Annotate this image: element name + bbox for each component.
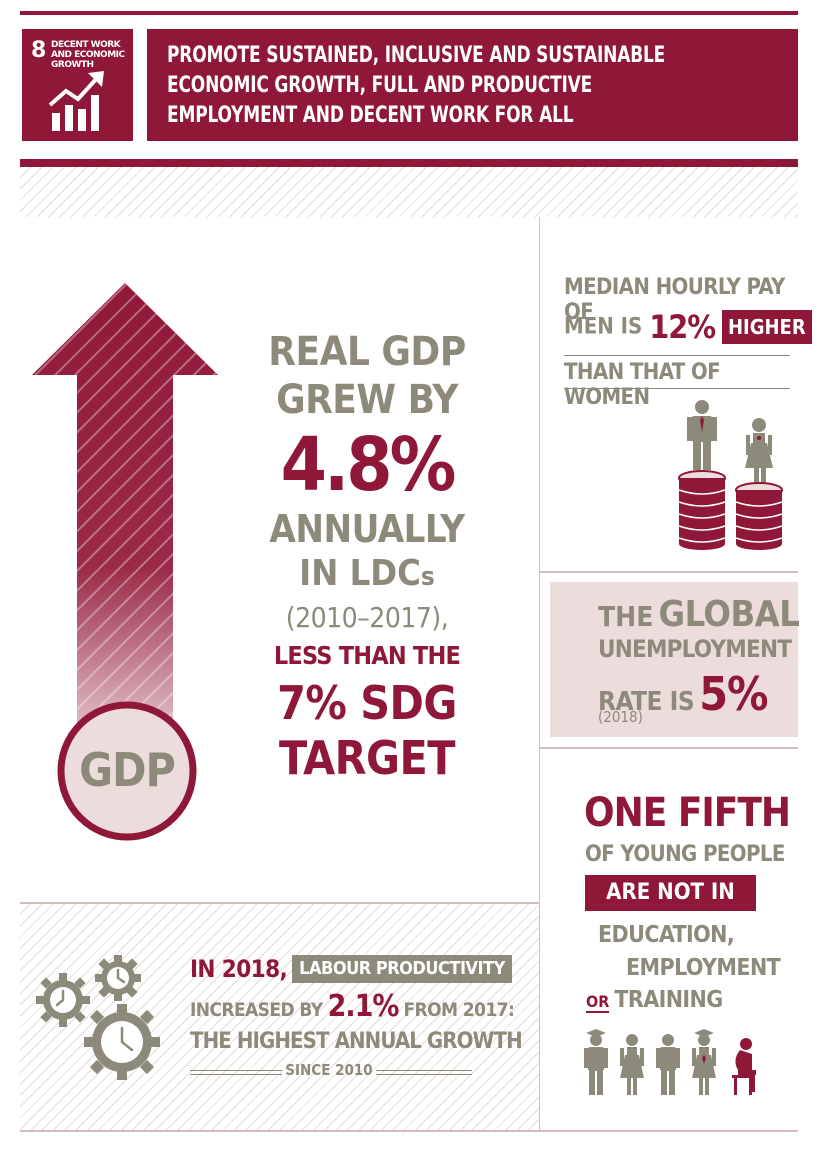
prod-line2-suffix: FROM 2017: [403,999,515,1021]
gdp-line4: IN LDCs [262,552,472,599]
unemp-line1: THE GLOBAL [598,594,800,635]
pay-line2-prefix: MEN IS [564,314,643,340]
pay-line3-text: THAN THAT OF WOMEN [564,360,721,410]
unemployment-box: THE GLOBAL UNEMPLOYMENT RATE IS 5% (2018… [550,582,800,737]
youth-line3: EDUCATION, [598,922,735,948]
goal-label: DECENT WORK AND ECONOMIC GROWTH [51,40,125,70]
goal-statement-box: PROMOTE SUSTAINED, INCLUSIVE AND SUSTAIN… [147,29,798,141]
men-women-coin-stacks-icon [678,400,783,550]
unemp-year: (2018) [598,708,643,726]
prod-line3: THE HIGHEST ANNUAL GROWTH [190,1029,523,1054]
pay-underline-2 [564,388,790,389]
gears-clocks-icon [36,955,160,1080]
pay-line2: MEN IS 12% HIGHER [564,308,812,346]
divider [539,571,798,573]
youth-or: OR [586,992,610,1013]
youth-line4: EMPLOYMENT [626,955,781,981]
top-rule [20,11,798,15]
growth-chart-arrow-icon [48,71,104,131]
sdg-goal-badge: 8 DECENT WORK AND ECONOMIC GROWTH [22,29,133,141]
gdp-line3: ANNUALLY [269,507,465,551]
youth-block: ONE FIFTH OF YOUNG PEOPLE ARE NOT IN EDU… [548,790,798,1013]
gdp-line6: 7% SDG [277,676,457,730]
divider [20,1130,798,1132]
pay-value: 12% [649,308,716,346]
goal-statement: PROMOTE SUSTAINED, INCLUSIVE AND SUSTAIN… [167,43,666,128]
youth-line2: OF YOUNG PEOPLE [585,842,785,867]
youth-badge: ARE NOT IN [585,875,756,911]
gdp-line4-main: IN LDC [299,553,421,594]
pay-line1-text: MEDIAN HOURLY PAY OF [564,275,785,325]
gdp-line4-suffix: s [420,562,435,592]
unemp-global: GLOBAL [658,594,800,635]
unemp-value: 5% [699,667,768,721]
divider [539,747,798,749]
productivity-block: IN 2018, LABOUR PRODUCTIVITY INCREASED B… [190,955,530,1095]
youth-line5: OR TRAINING [586,987,723,1013]
young-people-row-icon [584,1029,756,1095]
gdp-line5: LESS THAN THE [273,641,461,670]
gdp-value: 4.8% [280,422,457,508]
prod-value: 2.1% [327,989,400,1024]
prod-badge: LABOUR PRODUCTIVITY [292,955,512,983]
divider [20,902,539,904]
unemp-line3: RATE IS 5% [598,667,769,721]
gdp-arrow-graphic [32,283,218,841]
prod-line2-prefix: INCREASED BY [190,999,323,1021]
unemp-line2: UNEMPLOYMENT [598,635,792,663]
gdp-period: (2010–2017), [285,601,449,634]
pay-line3: THAN THAT OF WOMEN [564,360,798,410]
prod-prefix: IN 2018, [190,955,288,983]
pay-line1: MEDIAN HOURLY PAY OF [564,275,798,325]
prod-line4-rule-right [376,1070,472,1075]
gdp-line7: TARGET [278,731,456,785]
gdp-line1: REAL GDP [268,329,466,375]
prod-line2: INCREASED BY 2.1% FROM 2017: [190,989,515,1024]
youth-headline: ONE FIFTH [584,790,791,836]
divider [539,217,540,1132]
unemp-the: THE [598,600,654,633]
hatch-band [20,167,798,217]
youth-line5-text: TRAINING [614,987,723,1013]
pay-badge: HIGHER [721,310,812,344]
prod-line4: SINCE 2010 [285,1061,373,1079]
prod-line4-rule-left [190,1070,282,1075]
prod-line1: IN 2018, LABOUR PRODUCTIVITY [190,955,512,983]
gdp-circle-label: GDP [79,743,176,797]
unemp-line3-prefix: RATE IS [598,687,695,717]
gdp-statement: REAL GDP GREW BY 4.8% ANNUALLY IN LDCs (… [262,328,472,785]
gdp-line2: GREW BY [276,377,458,423]
pay-underline [564,355,790,356]
header-rule [20,159,798,167]
goal-number: 8 [31,38,46,63]
